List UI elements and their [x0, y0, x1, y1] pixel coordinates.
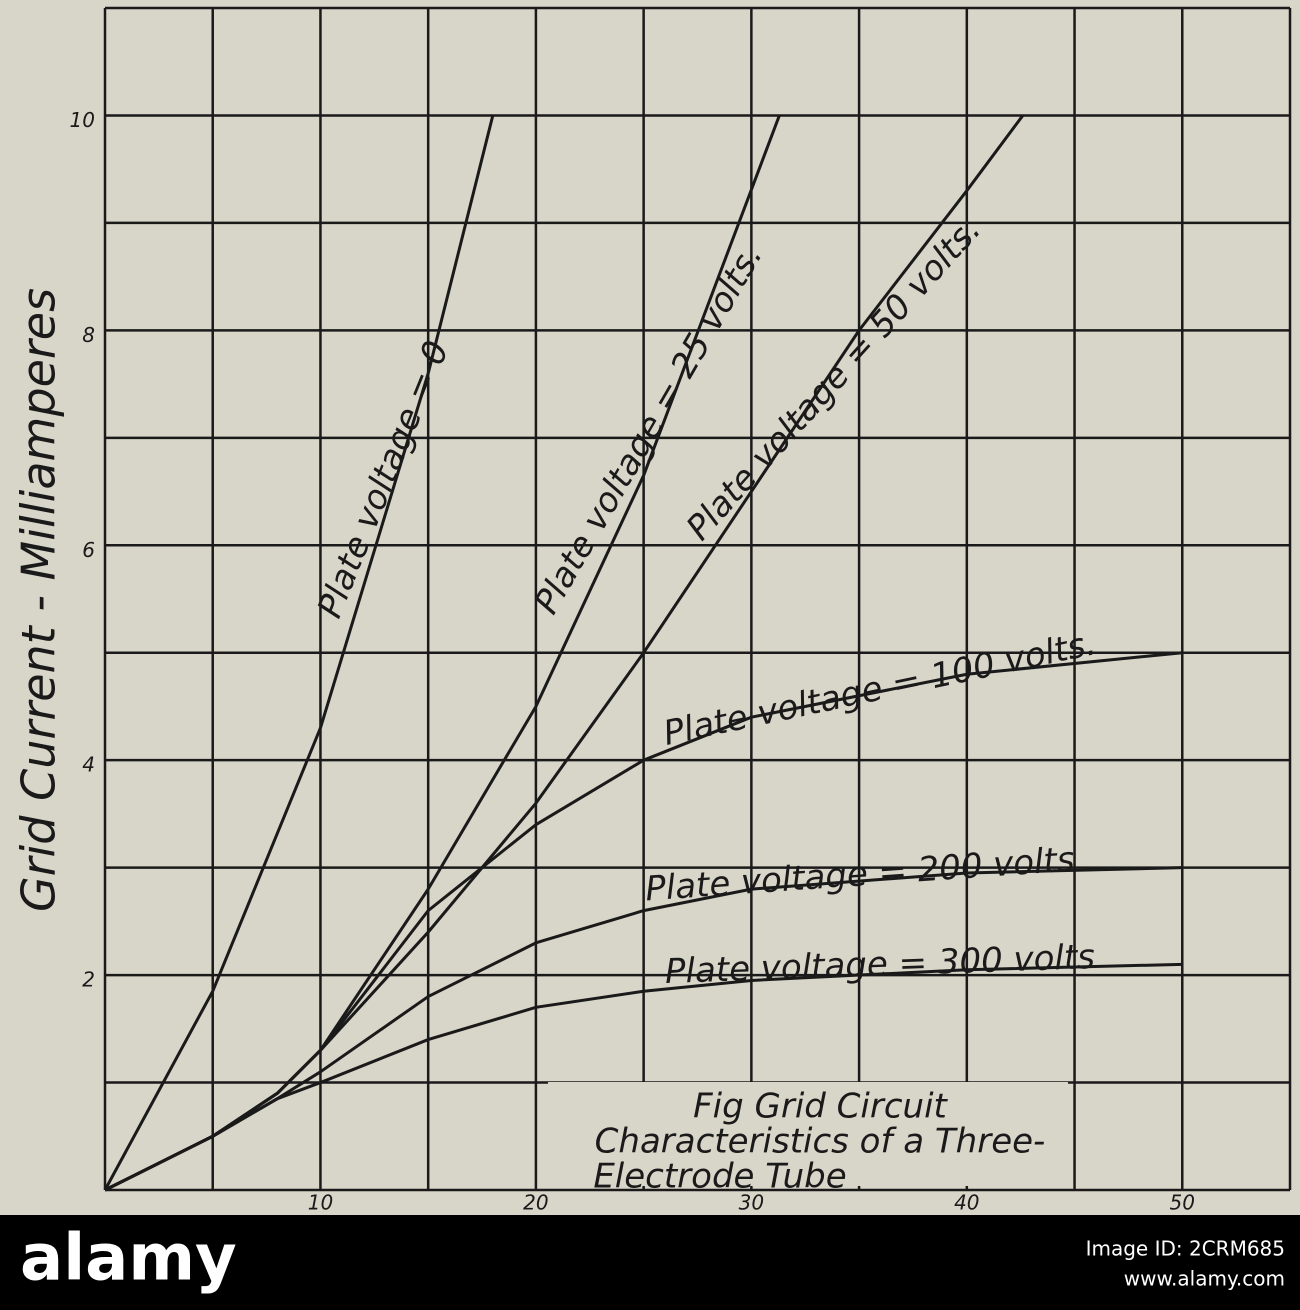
y-tick-label: 6: [82, 538, 95, 562]
series-line: [104, 651, 1183, 1192]
y-tick-label: 10: [70, 108, 95, 132]
series-line: [104, 962, 1183, 1192]
paper: [0, 0, 1300, 1215]
caption-line: Electrode Tube: [593, 1157, 846, 1197]
x-tick-label: 40: [954, 1191, 979, 1215]
caption-line: Fig Grid Circuit: [693, 1087, 948, 1127]
x-tick-label: 10: [308, 1191, 333, 1215]
watermark-id: Image ID: 2CRM685: [1086, 1237, 1285, 1261]
caption-line: Characteristics of a Three-: [595, 1122, 1046, 1162]
x-tick-label: 30: [739, 1191, 764, 1215]
watermark-url: www.alamy.com: [1124, 1267, 1285, 1291]
y-tick-label: 8: [82, 323, 95, 347]
y-tick-label: 2: [82, 968, 95, 992]
grid: [103, 6, 1292, 1192]
y-axis-label: Grid Current - Milliamperes: [12, 288, 66, 912]
x-tick-label: 20: [523, 1191, 548, 1215]
footer-band: [0, 1215, 1300, 1310]
y-tick-label: 4: [82, 753, 95, 777]
caption-background: [548, 1082, 1068, 1186]
x-tick-label: 50: [1170, 1191, 1195, 1215]
series-line: [103, 115, 495, 1191]
watermark-logo: alamy: [20, 1222, 237, 1296]
